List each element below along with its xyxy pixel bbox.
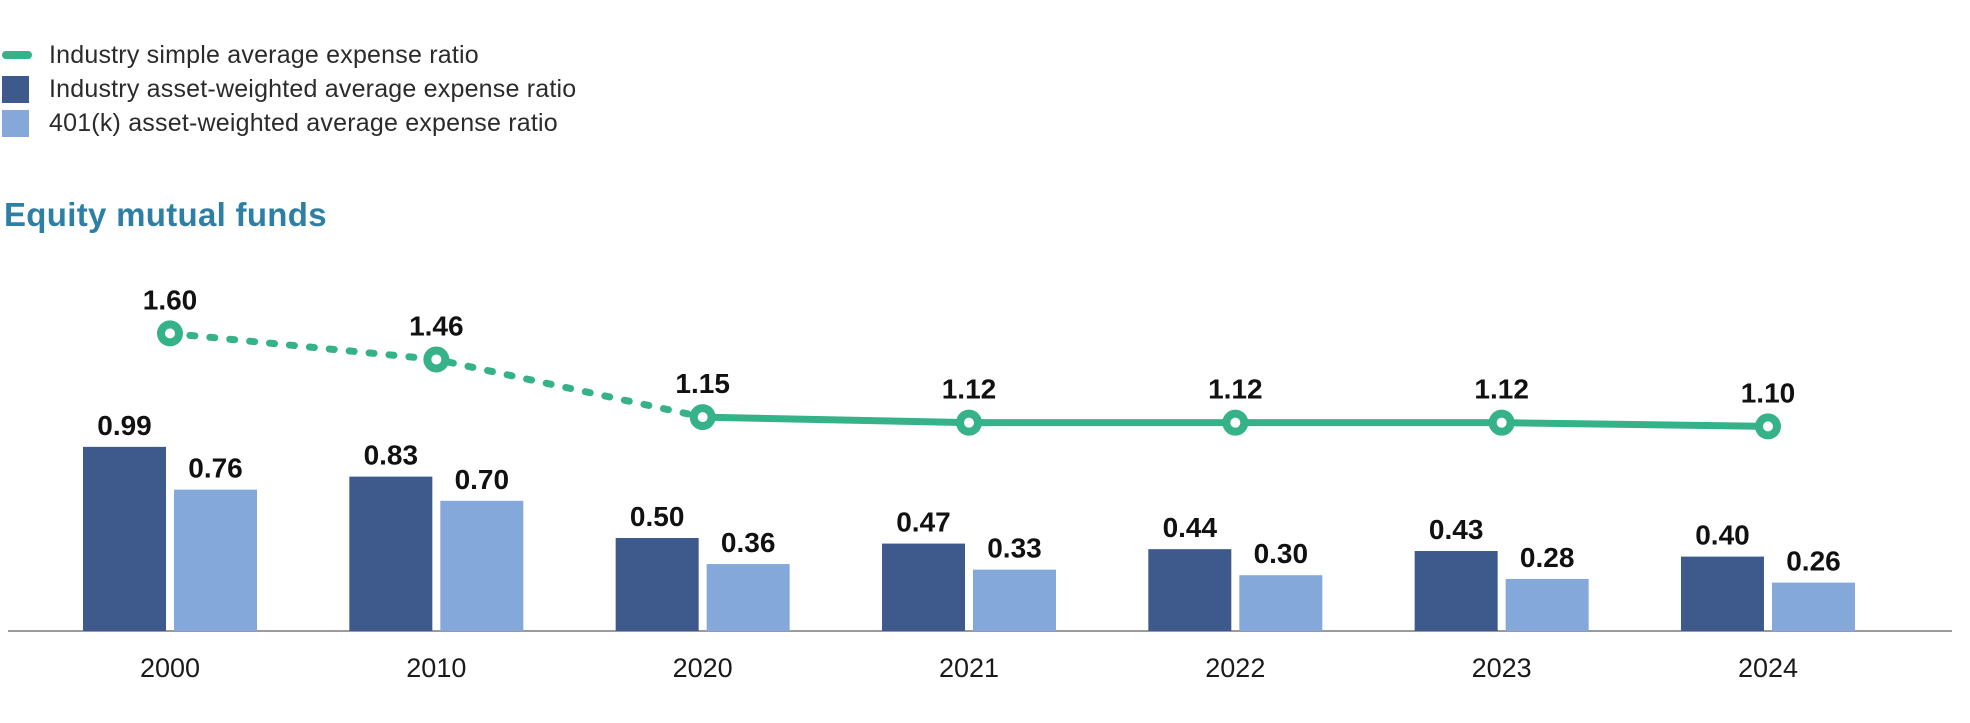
line-marker-hole [431,354,442,365]
bar-value-label: 0.28 [1520,542,1575,573]
line-value-label: 1.15 [675,368,730,399]
x-tick-label-2024: 2024 [1738,653,1798,683]
x-tick-label-2023: 2023 [1472,653,1532,683]
bar-value-label: 0.33 [987,533,1042,564]
401-k-asset-weighted-average-expense-ratio-bar-2024 [1771,582,1855,631]
bar-value-label: 0.44 [1163,512,1218,543]
trend-line-dashed-segment [166,329,707,421]
legend-item-industry-simple-average-expense-ratio: Industry simple average expense ratio [2,41,576,69]
industry-asset-weighted-average-expense-ratio-bar-2021 [881,543,965,631]
industry-asset-weighted-average-expense-ratio-bar-2020 [615,538,699,631]
x-tick-label-2010: 2010 [406,653,466,683]
401-k-asset-weighted-average-expense-ratio-bar-2020 [706,564,790,631]
legend-label: Industry asset-weighted average expense … [49,74,577,103]
line-value-label: 1.12 [1474,374,1529,405]
legend-label: Industry simple average expense ratio [49,40,479,69]
industry-asset-weighted-average-expense-ratio-bar-2023 [1414,551,1498,631]
x-tick-label-2021: 2021 [939,653,999,683]
line-marker-hole [1762,421,1773,432]
bar-value-label: 0.36 [721,527,776,558]
x-tick-label-2000: 2000 [140,653,200,683]
line-marker-hole [165,328,175,339]
bar-value-label: 0.99 [97,410,152,441]
square-swatch-icon [2,75,29,103]
line-value-label: 1.46 [409,310,464,341]
bar-value-label: 0.43 [1429,514,1484,545]
line-value-label: 1.60 [143,284,198,315]
line-marker-hole [697,412,708,423]
line-value-label: 1.12 [1208,374,1263,405]
bar-value-label: 0.76 [188,453,243,484]
401-k-asset-weighted-average-expense-ratio-bar-2010 [440,500,524,631]
legend-item-401-k-asset-weighted-average-expense-rat: 401(k) asset-weighted average expense ra… [2,109,576,137]
x-tick-label-2022: 2022 [1205,653,1265,683]
x-tick-label-2020: 2020 [673,653,733,683]
bar-value-label: 0.47 [896,507,951,538]
chart-legend: Industry simple average expense ratio Ind… [2,41,576,143]
line-marker-hole [1496,417,1507,428]
bar-value-label: 0.40 [1695,520,1750,551]
line-marker-hole [1230,417,1241,428]
bar-value-label: 0.50 [630,501,685,532]
401-k-asset-weighted-average-expense-ratio-bar-2021 [972,569,1056,631]
401-k-asset-weighted-average-expense-ratio-bar-2000 [174,489,257,631]
industry-asset-weighted-average-expense-ratio-bar-2010 [349,476,433,631]
line-value-label: 1.12 [942,374,997,405]
bar-value-label: 0.30 [1254,538,1309,569]
industry-asset-weighted-average-expense-ratio-bar-2000 [83,446,166,631]
legend-item-industry-asset-weighted-average-expense-: Industry asset-weighted average expense … [2,75,576,103]
line-marker-hole [963,417,974,428]
industry-asset-weighted-average-expense-ratio-bar-2022 [1148,549,1232,631]
bar-value-label: 0.83 [364,440,419,471]
square-swatch-icon [2,109,29,137]
industry-asset-weighted-average-expense-ratio-bar-2024 [1680,556,1764,631]
bar-value-label: 0.70 [455,464,510,495]
line-swatch-icon [2,51,32,59]
section-title: Equity mutual funds [4,196,327,233]
401-k-asset-weighted-average-expense-ratio-bar-2023 [1505,578,1589,631]
401-k-asset-weighted-average-expense-ratio-bar-2022 [1239,575,1323,631]
legend-label: 401(k) asset-weighted average expense ra… [49,108,558,137]
bar-value-label: 0.26 [1786,546,1841,577]
line-value-label: 1.10 [1741,377,1796,408]
